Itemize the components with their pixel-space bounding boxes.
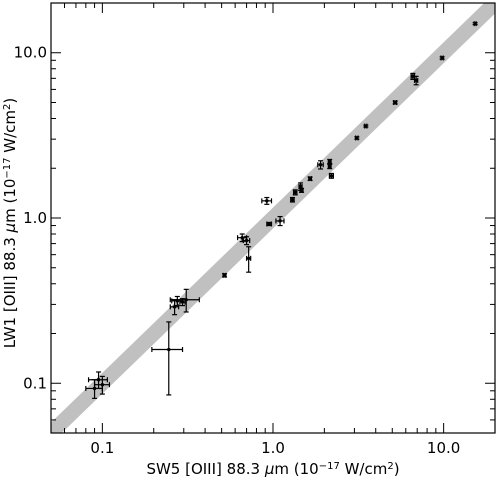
data-point <box>328 172 335 179</box>
data-points-layer <box>85 21 478 399</box>
point-marker <box>473 21 477 26</box>
point-marker <box>393 100 397 105</box>
point-marker <box>329 174 334 178</box>
data-point <box>87 371 108 390</box>
data-point <box>266 221 273 227</box>
data-point <box>317 160 324 170</box>
y-tick-label: 10.0 <box>14 44 47 62</box>
point-marker <box>299 188 304 193</box>
point-marker <box>328 159 332 164</box>
data-point <box>292 189 298 196</box>
data-point <box>261 196 273 205</box>
point-marker <box>364 124 368 128</box>
data-point <box>307 176 313 182</box>
point-marker <box>92 386 97 391</box>
point-marker <box>355 136 359 140</box>
point-marker <box>184 298 188 302</box>
point-marker <box>100 383 105 387</box>
y-tick-label: 1.0 <box>23 209 47 227</box>
data-point <box>169 288 200 313</box>
y-tick-label: 0.1 <box>23 374 47 392</box>
data-point <box>289 196 295 203</box>
point-marker <box>414 78 418 83</box>
data-point <box>392 99 398 105</box>
point-marker <box>411 74 415 79</box>
data-point <box>439 55 445 61</box>
data-point <box>363 123 369 129</box>
tick-labels: 0.1 1.0 10.0 0.1 1.0 10.0 <box>14 44 461 457</box>
data-point <box>179 298 186 307</box>
point-marker <box>298 184 303 189</box>
one-to-one-band <box>51 3 495 433</box>
point-marker <box>278 219 282 223</box>
data-point <box>299 187 305 193</box>
x-axis-label: SW5 [OIII] 88.3 μm (10−17 W/cm2) <box>146 460 399 478</box>
point-marker <box>167 347 171 352</box>
data-point <box>242 236 251 246</box>
data-point <box>327 158 333 164</box>
axis-ticks <box>51 3 495 433</box>
x-tick-label: 10.0 <box>427 439 460 457</box>
point-marker <box>246 256 251 261</box>
data-point <box>327 163 333 170</box>
data-point <box>93 375 111 395</box>
point-marker <box>96 378 101 382</box>
x-tick-label: 1.0 <box>261 439 285 457</box>
data-point <box>472 21 478 27</box>
point-marker <box>265 199 269 203</box>
data-point <box>222 272 228 278</box>
data-point <box>245 246 252 273</box>
point-marker <box>290 198 295 202</box>
point-marker <box>244 238 249 243</box>
y-axis-label: LW1 [OIII] 88.3 μm (10−17 W/cm2) <box>1 98 19 349</box>
point-marker <box>308 176 312 181</box>
point-marker <box>440 56 444 60</box>
data-point <box>354 135 360 141</box>
point-marker <box>180 300 185 304</box>
data-point <box>151 321 184 396</box>
point-marker <box>267 222 271 226</box>
x-tick-label: 0.1 <box>90 439 114 457</box>
point-marker <box>328 164 332 169</box>
one-to-one-band-layer <box>51 3 495 433</box>
data-point <box>275 215 285 227</box>
point-marker <box>293 190 297 195</box>
data-point <box>413 75 419 86</box>
point-marker <box>222 273 227 278</box>
point-marker <box>318 163 323 167</box>
